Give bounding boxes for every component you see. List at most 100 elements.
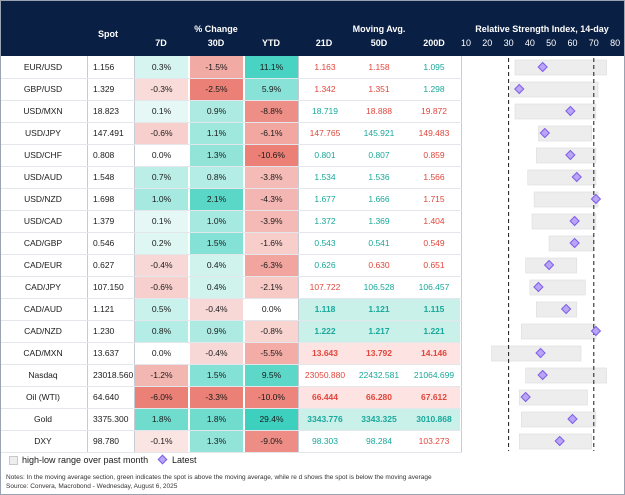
change-7d: 0.5% [151,304,172,314]
ma-21d: 1.534 [314,172,336,182]
spot-value: 64.640 [93,392,119,402]
rsi-latest-marker [537,61,548,73]
table-row: USD/JPY 147.491 -0.6% 1.1% -6.1% 147.765 145.9… [1,122,624,144]
header-21d: 21D [315,38,333,48]
table-row: CAD/NZD 1.230 0.8% 0.9% -0.8% 1.222 1.217 1.221 [1,320,624,342]
spot-value: 1.329 [93,84,115,94]
rsi-latest-marker [565,105,576,117]
row-name: DXY [34,436,52,446]
rsi-tick-label: 20 [482,38,493,48]
change-30d: 0.4% [206,282,227,292]
bg-ytd [245,276,298,298]
bg-30d [190,254,243,276]
rsi-range-bar [514,59,607,76]
rsi-latest-marker [590,325,602,337]
ma-50d: 13.792 [366,348,392,358]
rsi-latest-marker [535,347,546,359]
bg-7d [135,342,188,364]
row-name: CAD/GBP [23,238,63,248]
header-moving-avg: Moving Avg. [352,24,406,34]
ma-200d: 1.404 [423,216,445,226]
ma-200d: 1.095 [423,62,445,72]
bg-7d [135,210,188,232]
table-row: USD/CAD 1.379 0.1% 1.0% -3.9% 1.372 1.369 1.404 [1,210,624,232]
bg-moving-avg [299,144,460,166]
rsi-latest-marker [571,171,582,183]
bg-moving-avg [299,320,460,342]
legend-range-label: high-low range over past month [22,455,149,465]
ma-21d: 23050.880 [304,370,346,380]
spot-value: 0.546 [93,238,115,248]
bg-30d [190,144,243,166]
bg-7d [135,320,188,342]
rsi-latest-marker [565,149,576,161]
spot-value: 1.698 [93,194,115,204]
ma-200d: 1.715 [423,194,445,204]
rsi-latest-marker [569,237,580,249]
ma-21d: 66.444 [312,392,338,402]
table-row: Nasdaq 23018.560 -1.2% 1.5% 9.5% 23050.880 224… [1,364,624,386]
spot-value: 1.548 [93,172,115,182]
change-ytd: -3.8% [260,172,283,182]
header-ytd: YTD [262,38,280,48]
row-name: USD/JPY [25,128,61,138]
rsi-tick-label: 70 [588,38,599,48]
ma-200d: 149.483 [418,128,450,138]
spot-value: 18.823 [93,106,119,116]
bg-7d [135,100,188,122]
row-divider [1,188,462,189]
table-row: USD/NZD 1.698 1.0% 2.1% -4.3% 1.677 1.666 1.715 [1,188,624,210]
change-30d: -0.4% [205,304,228,314]
change-30d: 1.1% [206,128,227,138]
legend-diamond-icon [157,454,168,465]
bg-ytd [245,408,298,430]
table-row: Oil (WTI) 64.640 -6.0% -3.3% -10.0% 66.444 66.… [1,386,624,408]
ma-50d: 0.541 [368,238,390,248]
change-7d: 0.2% [151,238,172,248]
bg-30d [190,210,243,232]
bg-ytd [245,386,298,408]
bg-ytd [245,342,298,364]
change-7d: 1.8% [151,414,172,424]
table-row: CAD/AUD 1.121 0.5% -0.4% 0.0% 1.118 1.121 1.115 [1,298,624,320]
ma-21d: 0.543 [314,238,336,248]
table-row: USD/MXN 18.823 0.1% 0.9% -8.8% 18.719 18.888 19… [1,100,624,122]
row-name: CAD/MXN [23,348,63,358]
bg-7d [135,408,188,430]
bg-moving-avg [299,430,460,452]
bg-ytd [245,298,298,320]
change-7d: 0.3% [151,62,172,72]
note-line-1: Notes: In the moving average section, gr… [6,474,432,481]
change-30d: -1.5% [205,62,228,72]
change-7d: 0.8% [151,326,172,336]
rsi-latest-marker [554,435,565,447]
rsi-range-bar [514,103,597,120]
rsi-tick-label: 40 [524,38,535,48]
bg-ytd [245,254,298,276]
change-30d: 1.3% [206,150,227,160]
row-name: CAD/EUR [23,260,63,270]
rsi-latest-marker [560,303,572,315]
row-name: GBP/USD [23,84,63,94]
change-7d: -0.6% [150,282,173,292]
bg-30d [190,342,243,364]
rsi-tick-label: 30 [503,38,514,48]
bg-ytd [245,430,298,452]
spot-value: 1.379 [93,216,115,226]
ma-200d: 0.549 [423,238,445,248]
ma-21d: 0.626 [314,260,336,270]
ma-50d: 0.807 [368,150,390,160]
ma-200d: 67.612 [421,392,447,402]
rsi-range-bar [531,213,597,230]
row-name: USD/CAD [23,216,63,226]
bg-moving-avg [299,232,460,254]
change-ytd: -1.6% [260,238,283,248]
ma-21d: 98.303 [312,436,338,446]
rsi-latest-marker [569,215,580,227]
row-name: Oil (WTI) [26,392,60,402]
rsi-range-bar [538,125,592,142]
bg-30d [190,78,243,100]
ma-200d: 106.457 [418,282,450,292]
ma-21d: 147.765 [309,128,341,138]
ma-21d: 1.677 [314,194,336,204]
